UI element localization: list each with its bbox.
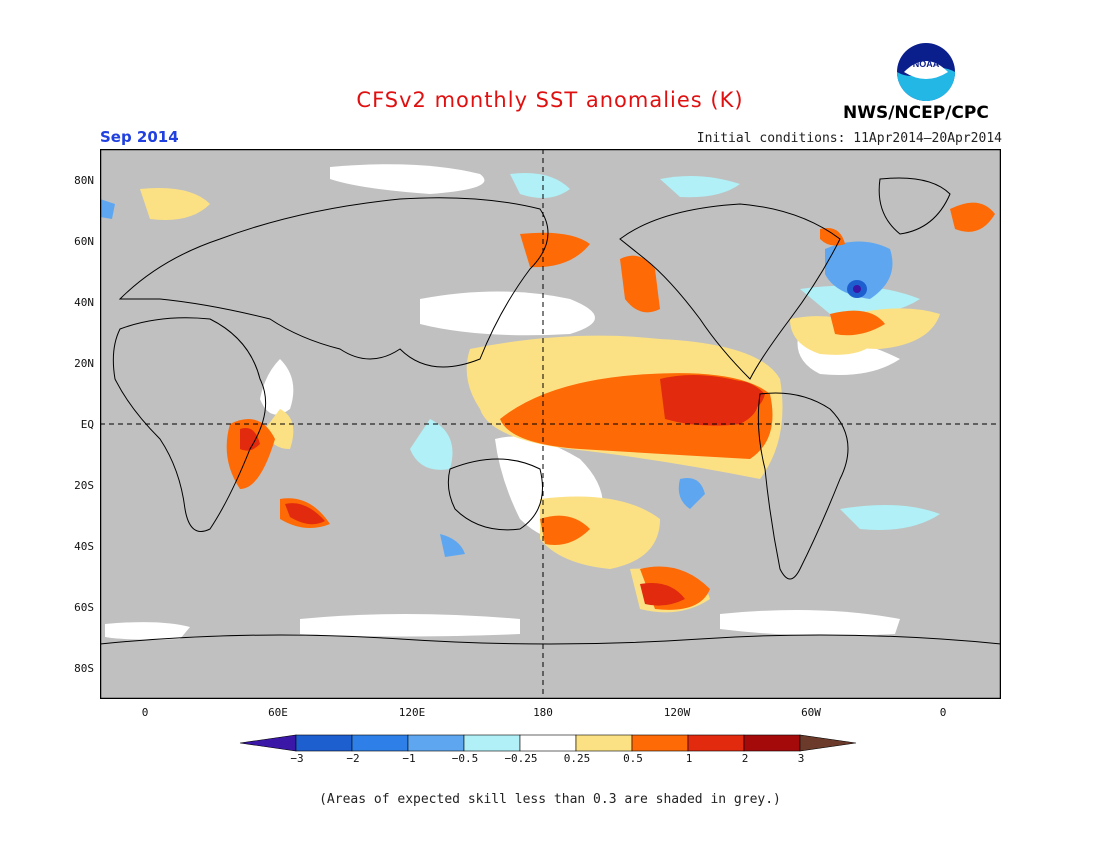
colorbar-cell [743, 734, 801, 752]
lon-label-120w: 120W [663, 706, 691, 719]
lon-label-0-right: 0 [939, 706, 947, 719]
colorbar-cell [463, 734, 521, 752]
map-frame [100, 149, 1001, 699]
colorbar-label: 3 [797, 752, 805, 765]
noaa-logo-icon: NOAA [897, 43, 955, 101]
lat-label-60n: 60N [74, 235, 94, 248]
colorbar-cell [687, 734, 745, 752]
lon-label-120e: 120E [398, 706, 426, 719]
lat-label-80n: 80N [74, 174, 94, 187]
colorbar-label: −2 [346, 752, 360, 765]
colorbar-label: −1 [402, 752, 416, 765]
colorbar-label: 0.25 [563, 752, 591, 765]
skill-note: (Areas of expected skill less than 0.3 a… [319, 792, 781, 807]
lat-label-eq: EQ [80, 418, 94, 431]
colorbar-cell [295, 734, 353, 752]
colorbar-cell [351, 734, 409, 752]
lon-label-60w: 60W [801, 706, 821, 719]
lat-label-40s: 40S [74, 540, 94, 553]
coastlines [100, 177, 1001, 645]
initial-conditions: Initial conditions: 11Apr2014–20Apr2014 [696, 131, 1002, 146]
map-title: CFSv2 monthly SST anomalies (K) [356, 88, 744, 112]
strongest-cool-spot [853, 285, 861, 293]
lat-label-80s: 80S [74, 662, 94, 675]
lon-label-0: 0 [141, 706, 149, 719]
negative-anomaly-patches [100, 199, 893, 557]
forecast-month: Sep 2014 [100, 128, 179, 146]
colorbar-label: 0.5 [623, 752, 643, 765]
lat-label-60s: 60S [74, 601, 94, 614]
svg-text:NOAA: NOAA [913, 59, 940, 69]
colorbar-label: 2 [741, 752, 749, 765]
lon-label-60e: 60E [268, 706, 288, 719]
colorbar-cell [519, 734, 577, 752]
strong-warm-patches [240, 375, 765, 606]
colorbar [239, 734, 857, 752]
colorbar-label: 1 [685, 752, 693, 765]
colorbar-cell [631, 734, 689, 752]
colorbar-cell [407, 734, 465, 752]
colorbar-label: −0.5 [451, 752, 479, 765]
agency-label: NWS/NCEP/CPC [843, 103, 989, 123]
lat-label-20s: 20S [74, 479, 94, 492]
lat-label-20n: 20N [74, 357, 94, 370]
colorbar-label: −3 [290, 752, 304, 765]
colorbar-min-arrow [239, 734, 297, 752]
colorbar-label: −0.25 [504, 752, 538, 765]
lat-label-40n: 40N [74, 296, 94, 309]
sst-anomaly-map [100, 149, 1001, 699]
colorbar-cell [575, 734, 633, 752]
lon-label-180: 180 [533, 706, 553, 719]
colorbar-max-arrow [799, 734, 857, 752]
cool-anomaly-patches [410, 173, 940, 530]
